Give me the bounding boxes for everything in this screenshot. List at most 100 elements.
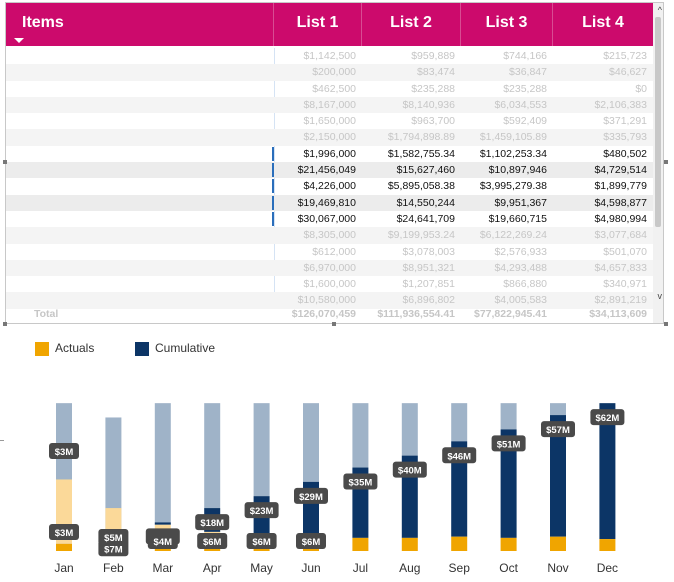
scrollbar-thumb[interactable] bbox=[655, 17, 661, 227]
data-label-actual: $6M bbox=[246, 533, 277, 549]
legend-label: Actuals bbox=[55, 341, 95, 355]
column-header-list4[interactable]: List 4 bbox=[553, 3, 653, 46]
bar-actual bbox=[500, 537, 517, 551]
vertical-scrollbar[interactable]: ^ v bbox=[653, 3, 663, 323]
table-cell: $4,226,000 bbox=[303, 180, 356, 193]
table-row[interactable]: $200,000 $83,474 $36,847 $46,627 bbox=[6, 64, 653, 81]
x-tick-label: Mar bbox=[152, 561, 173, 575]
bar-actual bbox=[56, 543, 72, 551]
data-label-actual-text: $6M bbox=[203, 537, 222, 548]
table-row[interactable]: $30,067,000 $24,641,709 $19,660,715 $4,980,… bbox=[6, 211, 653, 227]
bar-actual bbox=[401, 537, 418, 551]
resize-handle[interactable] bbox=[664, 160, 668, 164]
table-row[interactable]: $1,600,000 $1,207,851 $866,880 $340,971 bbox=[6, 276, 653, 292]
table-row[interactable]: $8,305,000 $9,199,953.24 $6,122,269.24 $3,0… bbox=[6, 227, 653, 244]
data-label-actual-bg bbox=[49, 524, 79, 540]
x-tick-label: Jun bbox=[301, 561, 320, 575]
bar-remaining bbox=[154, 403, 171, 523]
table-cell: $6,896,802 bbox=[402, 294, 455, 307]
data-label-cumulative-bg bbox=[49, 443, 79, 459]
x-tick-label: Nov bbox=[547, 561, 568, 575]
scroll-down-icon[interactable]: v bbox=[657, 291, 663, 301]
data-label-actual-text: $6M bbox=[302, 537, 321, 548]
data-label-cumulative: $18M bbox=[195, 514, 230, 531]
table-cell: $6,034,553 bbox=[494, 98, 547, 111]
bar-cumulative bbox=[154, 522, 171, 525]
table-cell: $462,500 bbox=[312, 82, 356, 95]
column-header-items[interactable]: Items bbox=[6, 3, 274, 46]
resize-handle[interactable] bbox=[332, 322, 336, 326]
table-cell: $4,005,583 bbox=[494, 294, 547, 307]
data-label-actual-text: $5M bbox=[104, 533, 123, 544]
table-cell: $19,660,715 bbox=[488, 212, 547, 225]
total-cell: $126,070,459 bbox=[291, 308, 356, 320]
x-tick-label: Aug bbox=[399, 561, 420, 575]
x-tick-label: Apr bbox=[203, 561, 222, 575]
table-cell: $1,142,500 bbox=[303, 50, 356, 62]
legend-swatch-cumulative bbox=[135, 342, 149, 356]
data-label-cumulative: $51M bbox=[491, 435, 526, 452]
table-cell: $4,657,833 bbox=[594, 261, 647, 274]
data-label-cumulative-bg bbox=[442, 447, 477, 464]
data-label-cumulative: $35M bbox=[343, 473, 378, 490]
matrix-table[interactable]: Items List 1 List 2 List 3 List 4 $1,142… bbox=[5, 2, 664, 324]
data-label-cumulative: $46M bbox=[442, 447, 477, 464]
sort-descending-icon[interactable] bbox=[14, 38, 24, 43]
table-cell: $1,899,779 bbox=[594, 180, 647, 193]
table-cell: $1,102,253.34 bbox=[479, 147, 547, 160]
table-row[interactable]: $21,456,049 $15,627,460 $10,897,946 $4,729,… bbox=[6, 162, 653, 179]
table-cell: $4,598,877 bbox=[594, 196, 647, 209]
table-row[interactable]: $6,970,000 $8,951,321 $4,293,488 $4,657,833 bbox=[6, 259, 653, 277]
table-cell: $963,700 bbox=[411, 115, 455, 128]
resize-handle[interactable] bbox=[3, 322, 7, 326]
bar-actual bbox=[352, 537, 369, 551]
table-cell: $9,199,953.24 bbox=[387, 229, 455, 242]
table-cell: $83,474 bbox=[417, 66, 455, 79]
data-label-cumulative: $40M bbox=[392, 461, 427, 478]
table-cell: $8,305,000 bbox=[303, 229, 356, 242]
data-label-cumulative-bg bbox=[343, 473, 378, 490]
axis-tick bbox=[0, 440, 4, 441]
table-cell: $200,000 bbox=[312, 66, 356, 79]
column-header-list3[interactable]: List 3 bbox=[461, 3, 553, 46]
column-header-list2[interactable]: List 2 bbox=[362, 3, 461, 46]
table-row[interactable]: $1,142,500 $959,889 $744,166 $215,723 bbox=[6, 48, 653, 64]
table-cell: $9,951,367 bbox=[494, 196, 547, 209]
monthly-bar-chart[interactable]: Actuals Cumulative Jan Feb Mar Apr May Jun Jul… bbox=[0, 330, 674, 582]
data-label-cumulative-bg bbox=[491, 435, 526, 452]
table-cell: $10,897,946 bbox=[488, 164, 547, 177]
data-label-actual: $6M bbox=[296, 533, 326, 549]
resize-handle[interactable] bbox=[3, 160, 7, 164]
x-tick-label: Dec bbox=[597, 561, 618, 575]
bar-actual bbox=[451, 536, 468, 551]
column-header-list1[interactable]: List 1 bbox=[274, 3, 362, 46]
legend-label: Cumulative bbox=[155, 341, 216, 355]
data-label-cumulative-bg bbox=[590, 409, 625, 426]
table-cell: $744,166 bbox=[503, 50, 547, 62]
table-row[interactable]: $462,500 $235,288 $235,288 $0 bbox=[6, 81, 653, 97]
scroll-up-icon[interactable]: ^ bbox=[657, 5, 662, 15]
table-cell: $371,291 bbox=[603, 115, 647, 128]
resize-handle[interactable] bbox=[664, 322, 668, 326]
table-row[interactable]: $1,996,000 $1,582,755.34 $1,102,253.34 $480… bbox=[6, 146, 653, 162]
table-row[interactable]: $1,650,000 $963,700 $592,409 $371,291 bbox=[6, 113, 653, 129]
table-cell: $235,288 bbox=[503, 82, 547, 95]
table-row[interactable]: $8,167,000 $8,140,936 $6,034,553 $2,106,383 bbox=[6, 96, 653, 114]
table-header: Items List 1 List 2 List 3 List 4 bbox=[6, 3, 653, 46]
table-cell: $215,723 bbox=[603, 50, 647, 62]
table-row[interactable]: $2,150,000 $1,794,898.89 $1,459,105.89 $335… bbox=[6, 129, 653, 146]
table-cell: $36,847 bbox=[509, 66, 547, 79]
row-selection-marker bbox=[272, 211, 274, 226]
table-cell: $46,627 bbox=[609, 66, 647, 79]
table-cell: $480,502 bbox=[603, 147, 647, 160]
table-row[interactable]: $10,580,000 $6,896,802 $4,005,583 $2,891,21… bbox=[6, 292, 653, 309]
table-row[interactable]: $4,226,000 $5,895,058.38 $3,995,279.38 $1,8… bbox=[6, 178, 653, 194]
data-label-actual-bg bbox=[98, 529, 129, 545]
table-row[interactable]: $612,000 $3,078,003 $2,576,933 $501,070 bbox=[6, 244, 653, 260]
data-label-actual: $4M bbox=[147, 533, 178, 549]
row-selection-marker bbox=[272, 195, 274, 210]
table-row[interactable]: $19,469,810 $14,550,244 $9,951,367 $4,598,8… bbox=[6, 194, 653, 211]
bar-remaining bbox=[550, 403, 566, 416]
table-cell: $501,070 bbox=[603, 245, 647, 258]
table-cell: $340,971 bbox=[603, 278, 647, 291]
